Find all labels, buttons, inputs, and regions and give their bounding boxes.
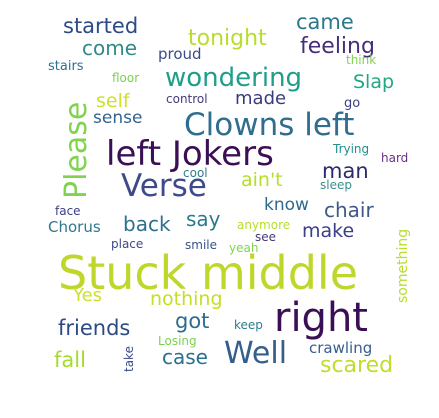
word-fall: fall: [54, 348, 86, 372]
word-keep: keep: [234, 318, 263, 332]
word-yeah: yeah: [229, 241, 259, 255]
word-well: Well: [224, 336, 288, 371]
word-stuck-middle: Stuck middle: [58, 246, 359, 300]
word-know: know: [264, 195, 309, 215]
word-proud: proud: [158, 45, 202, 63]
word-smile: smile: [185, 238, 217, 252]
word-yes: Yes: [73, 285, 103, 306]
word-face: face: [55, 204, 81, 218]
word-made: made: [235, 88, 287, 109]
word-make: make: [302, 220, 355, 242]
word-clowns-left: Clowns left: [184, 107, 355, 143]
word-sense: sense: [93, 108, 143, 128]
word-self: self: [96, 90, 130, 112]
word-stairs: stairs: [48, 59, 84, 74]
word-slap: Slap: [353, 71, 395, 93]
word-crawling: crawling: [309, 339, 373, 357]
word-think: think: [346, 53, 377, 67]
word-chorus: Chorus: [48, 218, 101, 236]
word-say: say: [186, 207, 221, 231]
word-started: started: [63, 14, 139, 38]
word-sleep: sleep: [320, 178, 352, 192]
word-hard: hard: [381, 151, 409, 165]
word-man: man: [322, 159, 369, 183]
word-scared: scared: [320, 353, 394, 378]
word-see: see: [255, 230, 277, 244]
word-go: go: [344, 96, 361, 111]
word-control: control: [166, 92, 208, 106]
word-friends: friends: [58, 316, 131, 340]
word-wondering: wondering: [165, 63, 303, 93]
word-chair: chair: [324, 198, 374, 222]
word-take: take: [122, 346, 136, 372]
word-floor: floor: [112, 71, 140, 85]
word-got: got: [175, 309, 210, 333]
word-nothing: nothing: [150, 288, 223, 310]
word-aint: ain't: [241, 169, 283, 191]
word-please: Please: [59, 101, 94, 199]
word-verse: Verse: [121, 168, 207, 204]
word-something: something: [395, 228, 411, 303]
word-come: come: [82, 36, 138, 60]
word-cool: cool: [183, 166, 208, 180]
word-tonight: tonight: [188, 26, 267, 51]
word-anymore: anymore: [237, 218, 291, 232]
word-feeling: feeling: [300, 34, 375, 59]
word-came: came: [296, 10, 354, 34]
word-left-jokers: left Jokers: [106, 134, 274, 174]
word-trying: Trying: [333, 142, 370, 156]
word-right: right: [274, 295, 368, 341]
word-case: case: [162, 345, 208, 369]
word-losing: Losing: [158, 334, 197, 348]
word-back: back: [123, 212, 171, 236]
word-place: place: [111, 237, 144, 251]
